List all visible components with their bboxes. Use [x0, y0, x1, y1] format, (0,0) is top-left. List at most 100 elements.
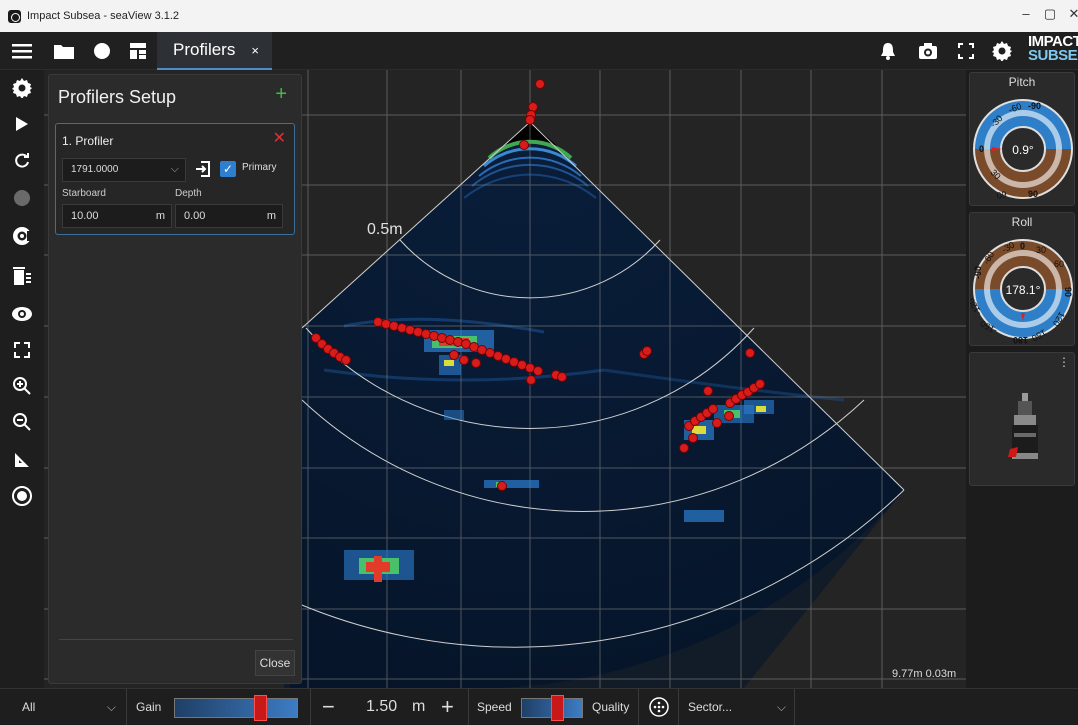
fullscreen-icon[interactable]: [948, 32, 984, 70]
title-bar: Impact Subsea - seaView 3.1.2 – ▢ ✕: [0, 0, 1078, 32]
record-icon[interactable]: [84, 32, 120, 70]
roll-value: 178.1°: [1005, 283, 1041, 297]
roll-gauge: Roll 0 30 60 90 120 150 180 -150 -120 -9…: [969, 212, 1075, 346]
bottom-bar: All ⌵ Gain − 1.50 m + Speed Quality Sect…: [0, 688, 1078, 725]
svg-text:-90: -90: [973, 266, 983, 279]
svg-text:60: 60: [996, 189, 1008, 201]
app-icon: [8, 10, 21, 23]
target-icon[interactable]: [0, 220, 44, 252]
divider: [126, 689, 127, 725]
range-increase-button[interactable]: +: [441, 694, 454, 719]
pitch-gauge: Pitch -30 -60 -90 0 30 60 90 0.9°: [969, 72, 1075, 206]
roll-label: Roll: [1011, 215, 1033, 229]
connect-icon[interactable]: [195, 160, 211, 178]
primary-checkbox[interactable]: ✓: [220, 161, 236, 177]
gain-label: Gain: [136, 700, 162, 714]
roll-dial: 0 30 60 90 120 150 180 -150 -120 -90 -60…: [970, 239, 1073, 345]
filter-select[interactable]: All ⌵: [0, 689, 126, 725]
measure-icon[interactable]: [0, 444, 44, 476]
speed-label: Speed: [477, 700, 512, 714]
close-button[interactable]: Close: [255, 650, 295, 676]
svg-text:90: 90: [1063, 287, 1073, 297]
speed-quality-slider-knob[interactable]: [551, 695, 564, 721]
pitch-value: 0.9°: [1012, 143, 1034, 157]
tab-close-icon[interactable]: ×: [251, 42, 259, 58]
device-model-image: [1008, 393, 1038, 459]
remove-profiler-button[interactable]: ✕: [272, 130, 286, 147]
device-select[interactable]: 1791.0000 ⌵: [62, 158, 186, 182]
cursor-readout: 9.77m 0.03m: [892, 668, 957, 680]
svg-text:-90: -90: [1028, 101, 1041, 111]
divider: [678, 689, 679, 725]
starboard-unit: m: [155, 210, 165, 222]
eye-icon[interactable]: [0, 298, 44, 330]
gain-slider-knob[interactable]: [254, 695, 267, 721]
pitch-label: Pitch: [1008, 75, 1036, 89]
record-icon[interactable]: [0, 182, 44, 214]
profilers-setup-panel: Profilers Setup + 1. Profiler ✕ 1791.000…: [48, 74, 302, 684]
clear-icon[interactable]: [0, 260, 44, 292]
range-unit: m: [412, 698, 426, 715]
svg-text:180: 180: [1013, 335, 1028, 345]
tab-profilers[interactable]: Profilers ×: [157, 32, 272, 70]
divider: [59, 639, 293, 640]
play-icon[interactable]: [0, 108, 44, 140]
pitch-dial: -30 -60 -90 0 30 60 90: [973, 99, 1073, 201]
zoom-out-icon[interactable]: [0, 406, 44, 438]
gear-icon[interactable]: [0, 72, 44, 104]
camera-icon[interactable]: [910, 32, 946, 70]
starboard-value: 10.00: [71, 210, 99, 222]
svg-text:0: 0: [1020, 241, 1025, 251]
folder-icon[interactable]: [46, 32, 82, 70]
mode-value: Sector...: [688, 700, 733, 714]
svg-text:60: 60: [1054, 259, 1064, 269]
svg-text:90: 90: [1028, 189, 1038, 199]
profiler-card: 1. Profiler ✕ 1791.0000 ⌵ ✓ Primary Star…: [55, 123, 295, 235]
close-window-button[interactable]: ✕: [1068, 6, 1078, 21]
maximize-button[interactable]: ▢: [1043, 6, 1057, 21]
gain-slider[interactable]: [174, 698, 298, 718]
device-value: 1791.0000: [71, 164, 119, 175]
toolbar: Profilers ×: [0, 32, 1078, 70]
layout-icon[interactable]: [120, 32, 156, 70]
chevron-down-icon: ⌵: [170, 163, 179, 175]
depth-unit: m: [266, 210, 276, 222]
svg-text:-60: -60: [1007, 101, 1023, 115]
depth-value: 0.00: [184, 210, 206, 222]
range-label: 0.5m: [367, 221, 403, 238]
svg-text:0: 0: [979, 144, 984, 154]
divider: [468, 689, 469, 725]
divider: [794, 689, 795, 725]
more-icon[interactable]: ⋮: [1058, 355, 1070, 369]
zoom-in-icon[interactable]: [0, 370, 44, 402]
divider: [638, 689, 639, 725]
refresh-icon[interactable]: [0, 144, 44, 176]
add-profiler-button[interactable]: +: [275, 83, 287, 105]
expand-icon[interactable]: [0, 334, 44, 366]
left-rail: [0, 70, 44, 688]
profiler-name: 1. Profiler: [62, 134, 114, 148]
starboard-input[interactable]: 10.00 m: [62, 204, 172, 228]
range-decrease-button[interactable]: −: [322, 694, 335, 719]
bell-icon[interactable]: [870, 32, 906, 70]
impact-subsea-logo: IMPACT SUBSEA: [1028, 33, 1078, 64]
record-circle-icon[interactable]: [0, 480, 44, 512]
tab-label: Profilers: [173, 40, 236, 59]
divider: [310, 689, 311, 725]
depth-input[interactable]: 0.00 m: [175, 204, 283, 228]
filter-value: All: [22, 700, 36, 714]
window-title: Impact Subsea - seaView 3.1.2: [27, 10, 180, 22]
sonar-image: 0.5m: [44, 70, 966, 688]
device-view: ⋮: [969, 352, 1075, 486]
panel-title: Profilers Setup: [58, 87, 177, 107]
chevron-down-icon: ⌵: [776, 699, 786, 714]
mode-select[interactable]: Sector... ⌵: [678, 689, 794, 725]
chevron-down-icon: ⌵: [106, 699, 116, 714]
gear-icon[interactable]: [984, 32, 1020, 70]
sector-mode-icon[interactable]: [649, 689, 669, 725]
svg-text:30: 30: [1036, 245, 1046, 255]
quality-label: Quality: [592, 700, 630, 714]
starboard-label: Starboard: [62, 188, 106, 199]
minimize-button[interactable]: –: [1022, 6, 1030, 21]
menu-icon[interactable]: [4, 32, 40, 70]
